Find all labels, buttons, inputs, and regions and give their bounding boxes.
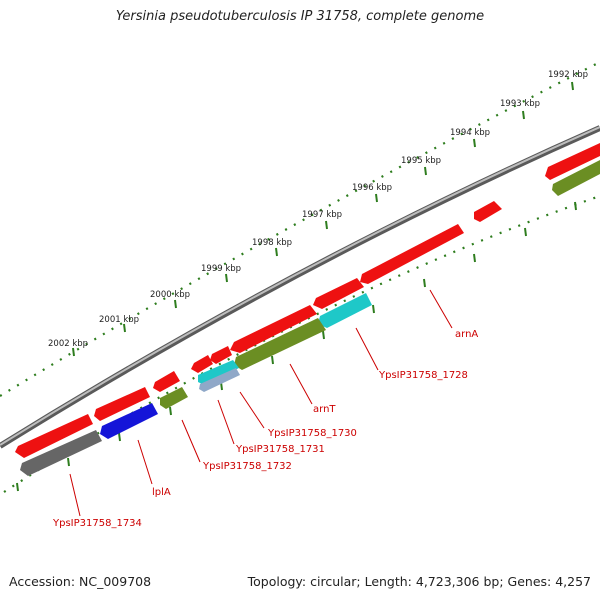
- gene-arrow: [94, 387, 150, 421]
- major-tick: [571, 81, 574, 91]
- major-tick: [424, 166, 427, 176]
- tick-labels: 1992 kbp 1993 kbp 1994 kbp 1995 kbp 1996 kbp…: [48, 70, 588, 349]
- tick-label: 2000 kbp: [150, 290, 190, 300]
- major-tick: [271, 355, 274, 365]
- label-leaders: [69, 289, 453, 517]
- genome-summary-text: Topology: circular; Length: 4,723,306 bp…: [247, 574, 591, 589]
- tick-label: 2002 kbp: [48, 339, 88, 349]
- major-tick: [275, 247, 278, 257]
- gene-label: YpsIP31758_1731: [235, 444, 325, 455]
- major-tick: [423, 278, 426, 288]
- tick-label: 2001 kbp: [99, 315, 139, 325]
- major-tick: [67, 457, 70, 467]
- tick-label: 1998 kbp: [252, 238, 292, 248]
- gene-label: YpsIP31758_1734: [52, 518, 142, 529]
- gene-arrow: [199, 368, 240, 392]
- tick-label: 1994 kbp: [450, 128, 490, 138]
- major-tick: [123, 323, 126, 333]
- gene-label: lplA: [152, 487, 171, 498]
- major-tick: [169, 406, 172, 416]
- gene-arrow: [100, 403, 158, 439]
- gene-arrow: [552, 160, 600, 196]
- gene-arrow: [20, 430, 102, 476]
- major-tick: [524, 227, 527, 237]
- forward-genes: [15, 143, 600, 458]
- major-tick: [225, 273, 228, 283]
- major-tick: [473, 138, 476, 148]
- outer-tick-track: [0, 61, 600, 397]
- major-tick: [372, 304, 375, 314]
- accession-text: Accession: NC_009708: [9, 574, 152, 589]
- tick-label: 1999 kbp: [201, 264, 241, 274]
- gene-label: YpsIP31758_1732: [202, 461, 292, 472]
- major-tick: [574, 201, 577, 211]
- gene-arrow: [318, 293, 372, 328]
- tick-label: 1995 kbp: [401, 156, 441, 166]
- major-ticks: [16, 81, 577, 492]
- tick-label: 1992 kbp: [548, 70, 588, 80]
- gene-label: arnA: [455, 329, 478, 340]
- gene-arrow: [313, 278, 364, 309]
- gene-arrow: [191, 355, 213, 373]
- major-tick: [375, 193, 378, 203]
- major-tick: [322, 330, 325, 340]
- gene-arrow: [160, 387, 188, 409]
- gene-labels: arnA YpsIP31758_1728 arnT YpsIP31758_1730 Yp…: [52, 329, 478, 529]
- major-tick: [473, 253, 476, 263]
- gene-arrow: [210, 346, 232, 364]
- gene-label: YpsIP31758_1728: [378, 370, 468, 381]
- gene-arrow: [15, 414, 93, 458]
- gene-label: YpsIP31758_1730: [267, 428, 357, 439]
- gene-arrow: [545, 143, 600, 180]
- gene-arrow: [153, 371, 180, 392]
- genome-title: Yersinia pseudotuberculosis IP 31758, co…: [115, 9, 485, 24]
- gene-arrow: [234, 318, 326, 370]
- major-tick: [16, 482, 19, 492]
- tick-label: 1997 kbp: [302, 210, 342, 220]
- major-tick: [174, 299, 177, 309]
- tick-label: 1993 kbp: [500, 99, 540, 109]
- major-tick: [522, 110, 525, 120]
- gene-arrow: [198, 360, 239, 385]
- major-tick: [325, 220, 328, 230]
- genome-backbone: [0, 125, 600, 449]
- major-tick: [72, 347, 75, 357]
- gene-arrow: [230, 305, 317, 353]
- major-tick: [118, 432, 121, 442]
- gene-label: arnT: [313, 404, 336, 415]
- tick-label: 1996 kbp: [352, 183, 392, 193]
- reverse-genes: [20, 160, 600, 476]
- gene-arrow: [360, 224, 464, 284]
- gene-arrow: [474, 201, 502, 222]
